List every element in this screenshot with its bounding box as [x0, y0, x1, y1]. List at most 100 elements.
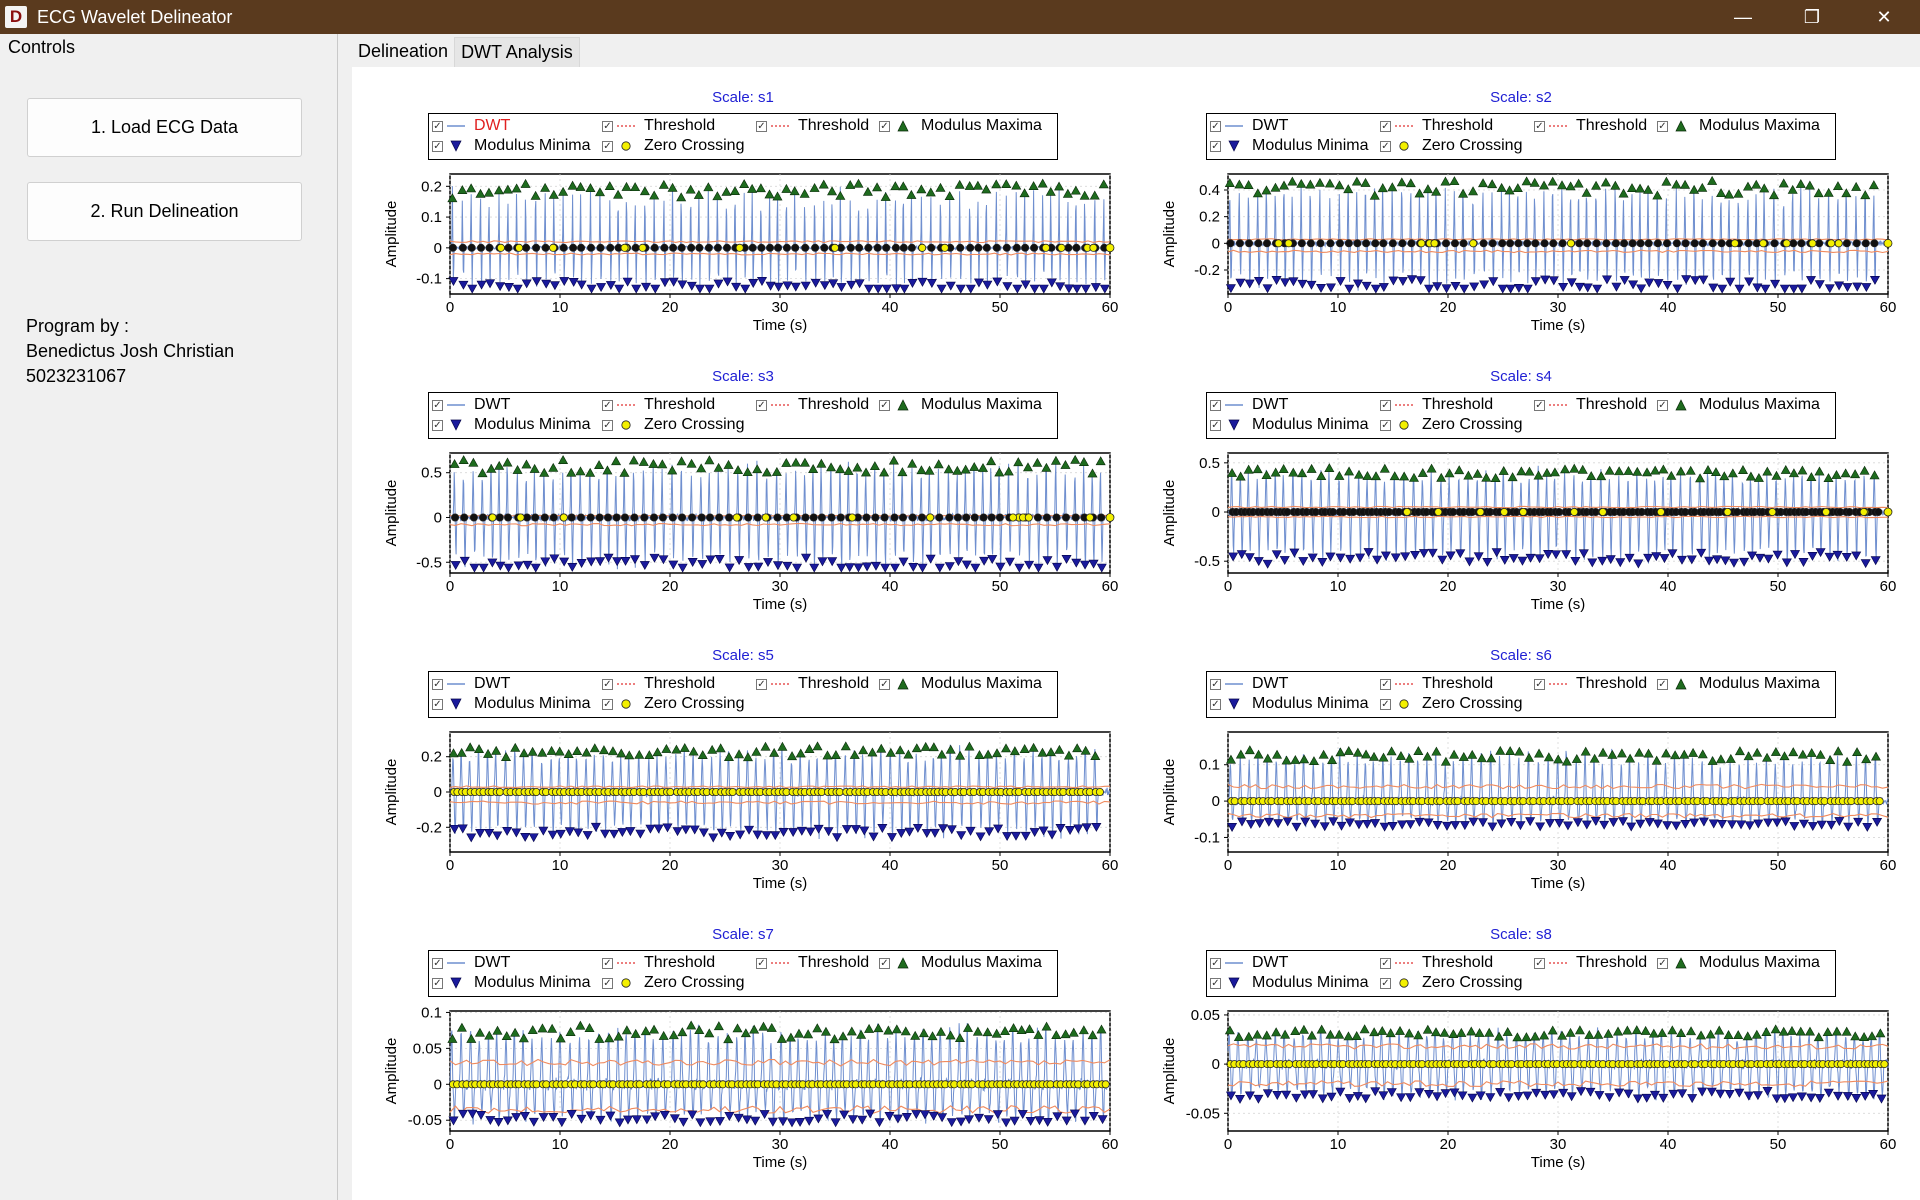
legend-zero-crossing[interactable]: ✓ Zero Crossing: [1380, 695, 1522, 713]
legend-modulus-maxima[interactable]: ✓ Modulus Maxima: [879, 954, 1042, 972]
legend-checkbox[interactable]: ✓: [1657, 120, 1668, 132]
legend-dwt[interactable]: ✓ DWT: [1210, 954, 1288, 972]
legend-modulus-minima[interactable]: ✓ Modulus Minima: [1210, 137, 1368, 155]
legend-checkbox[interactable]: ✓: [1210, 120, 1221, 132]
tab-dwt-analysis[interactable]: DWT Analysis: [454, 37, 580, 67]
legend-threshold-upper[interactable]: ✓ Threshold: [1380, 675, 1493, 693]
legend-checkbox[interactable]: ✓: [602, 399, 613, 411]
legend-threshold-upper[interactable]: ✓ Threshold: [1380, 396, 1493, 414]
legend-checkbox[interactable]: ✓: [602, 140, 613, 152]
legend-checkbox[interactable]: ✓: [1534, 957, 1545, 969]
legend-checkbox[interactable]: ✓: [1657, 399, 1668, 411]
minimize-icon[interactable]: —: [1734, 6, 1752, 27]
legend-checkbox[interactable]: ✓: [756, 957, 767, 969]
legend-checkbox[interactable]: ✓: [602, 678, 613, 690]
legend-checkbox[interactable]: ✓: [432, 957, 443, 969]
legend-checkbox[interactable]: ✓: [1210, 698, 1221, 710]
legend-checkbox[interactable]: ✓: [879, 120, 890, 132]
legend-checkbox[interactable]: ✓: [1534, 678, 1545, 690]
legend-checkbox[interactable]: ✓: [756, 678, 767, 690]
close-icon[interactable]: ✕: [1876, 6, 1892, 27]
legend-checkbox[interactable]: ✓: [1380, 419, 1391, 431]
legend-checkbox[interactable]: ✓: [1380, 399, 1391, 411]
legend-checkbox[interactable]: ✓: [602, 957, 613, 969]
legend-threshold-lower[interactable]: ✓ Threshold: [756, 117, 869, 135]
legend-checkbox[interactable]: ✓: [602, 120, 613, 132]
legend-checkbox[interactable]: ✓: [602, 419, 613, 431]
legend-dwt[interactable]: ✓ DWT: [432, 675, 510, 693]
legend-threshold-lower[interactable]: ✓ Threshold: [1534, 396, 1647, 414]
legend-modulus-minima[interactable]: ✓ Modulus Minima: [432, 137, 590, 155]
legend-modulus-minima[interactable]: ✓ Modulus Minima: [432, 974, 590, 992]
legend-zero-crossing[interactable]: ✓ Zero Crossing: [602, 695, 744, 713]
legend-modulus-maxima[interactable]: ✓ Modulus Maxima: [1657, 954, 1820, 972]
legend-modulus-minima[interactable]: ✓ Modulus Minima: [432, 695, 590, 713]
tab-delineation[interactable]: Delineation: [358, 41, 449, 61]
legend-modulus-maxima[interactable]: ✓ Modulus Maxima: [879, 117, 1042, 135]
legend-checkbox[interactable]: ✓: [879, 957, 890, 969]
legend-checkbox[interactable]: ✓: [1380, 140, 1391, 152]
maximize-icon[interactable]: ❐: [1803, 6, 1821, 27]
legend-checkbox[interactable]: ✓: [432, 678, 443, 690]
legend-zero-crossing[interactable]: ✓ Zero Crossing: [1380, 137, 1522, 155]
legend-threshold-upper[interactable]: ✓ Threshold: [1380, 117, 1493, 135]
legend-threshold-lower[interactable]: ✓ Threshold: [756, 396, 869, 414]
legend-threshold-lower[interactable]: ✓ Threshold: [756, 954, 869, 972]
legend-checkbox[interactable]: ✓: [1534, 399, 1545, 411]
legend-threshold-lower[interactable]: ✓ Threshold: [1534, 675, 1647, 693]
legend-dwt[interactable]: ✓ DWT: [432, 117, 510, 135]
legend-dwt[interactable]: ✓ DWT: [432, 954, 510, 972]
legend-checkbox[interactable]: ✓: [1210, 957, 1221, 969]
legend-zero-crossing[interactable]: ✓ Zero Crossing: [1380, 416, 1522, 434]
legend-dwt[interactable]: ✓ DWT: [432, 396, 510, 414]
legend-threshold-upper[interactable]: ✓ Threshold: [602, 117, 715, 135]
legend-checkbox[interactable]: ✓: [879, 399, 890, 411]
legend-modulus-maxima[interactable]: ✓ Modulus Maxima: [1657, 117, 1820, 135]
legend-checkbox[interactable]: ✓: [1210, 399, 1221, 411]
legend-zero-crossing[interactable]: ✓ Zero Crossing: [602, 416, 744, 434]
legend-checkbox[interactable]: ✓: [432, 120, 443, 132]
legend-zero-crossing[interactable]: ✓ Zero Crossing: [602, 137, 744, 155]
legend-checkbox[interactable]: ✓: [1380, 698, 1391, 710]
run-delineation-button[interactable]: 2. Run Delineation: [27, 182, 302, 241]
legend-dwt[interactable]: ✓ DWT: [1210, 117, 1288, 135]
load-ecg-button[interactable]: 1. Load ECG Data: [27, 98, 302, 157]
legend-modulus-minima[interactable]: ✓ Modulus Minima: [1210, 695, 1368, 713]
legend-threshold-lower[interactable]: ✓ Threshold: [1534, 117, 1647, 135]
legend-checkbox[interactable]: ✓: [432, 419, 443, 431]
legend-checkbox[interactable]: ✓: [602, 977, 613, 989]
legend-checkbox[interactable]: ✓: [1380, 678, 1391, 690]
legend-checkbox[interactable]: ✓: [1380, 120, 1391, 132]
legend-dwt[interactable]: ✓ DWT: [1210, 675, 1288, 693]
legend-checkbox[interactable]: ✓: [1210, 419, 1221, 431]
legend-modulus-minima[interactable]: ✓ Modulus Minima: [432, 416, 590, 434]
legend-checkbox[interactable]: ✓: [1534, 120, 1545, 132]
legend-dwt[interactable]: ✓ DWT: [1210, 396, 1288, 414]
legend-checkbox[interactable]: ✓: [1210, 977, 1221, 989]
legend-checkbox[interactable]: ✓: [1210, 678, 1221, 690]
legend-zero-crossing[interactable]: ✓ Zero Crossing: [1380, 974, 1522, 992]
legend-threshold-upper[interactable]: ✓ Threshold: [602, 954, 715, 972]
legend-checkbox[interactable]: ✓: [432, 399, 443, 411]
legend-threshold-upper[interactable]: ✓ Threshold: [602, 675, 715, 693]
legend-threshold-lower[interactable]: ✓ Threshold: [1534, 954, 1647, 972]
legend-checkbox[interactable]: ✓: [432, 698, 443, 710]
legend-checkbox[interactable]: ✓: [432, 977, 443, 989]
legend-modulus-maxima[interactable]: ✓ Modulus Maxima: [1657, 396, 1820, 414]
legend-modulus-maxima[interactable]: ✓ Modulus Maxima: [879, 675, 1042, 693]
legend-modulus-minima[interactable]: ✓ Modulus Minima: [1210, 974, 1368, 992]
legend-checkbox[interactable]: ✓: [879, 678, 890, 690]
legend-modulus-maxima[interactable]: ✓ Modulus Maxima: [1657, 675, 1820, 693]
legend-threshold-lower[interactable]: ✓ Threshold: [756, 675, 869, 693]
legend-threshold-upper[interactable]: ✓ Threshold: [602, 396, 715, 414]
legend-checkbox[interactable]: ✓: [432, 140, 443, 152]
legend-checkbox[interactable]: ✓: [1657, 678, 1668, 690]
legend-checkbox[interactable]: ✓: [602, 698, 613, 710]
legend-checkbox[interactable]: ✓: [1210, 140, 1221, 152]
legend-checkbox[interactable]: ✓: [1380, 957, 1391, 969]
legend-zero-crossing[interactable]: ✓ Zero Crossing: [602, 974, 744, 992]
legend-modulus-minima[interactable]: ✓ Modulus Minima: [1210, 416, 1368, 434]
legend-checkbox[interactable]: ✓: [756, 399, 767, 411]
legend-modulus-maxima[interactable]: ✓ Modulus Maxima: [879, 396, 1042, 414]
legend-checkbox[interactable]: ✓: [1657, 957, 1668, 969]
